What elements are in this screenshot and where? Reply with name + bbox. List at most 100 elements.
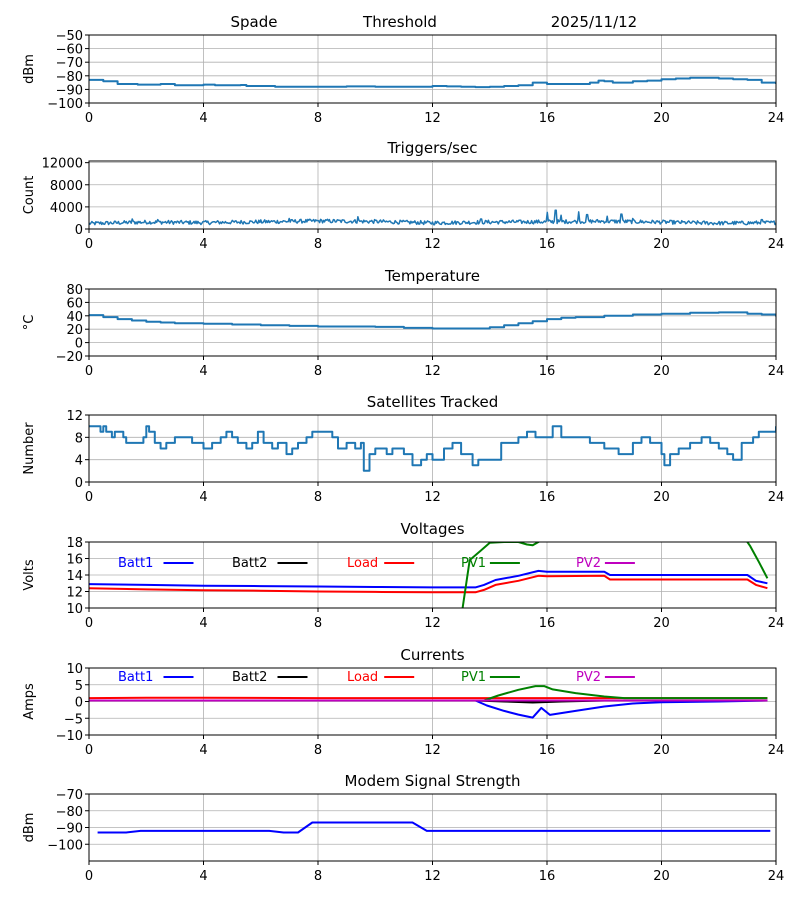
header-station: Spade — [231, 13, 278, 31]
x-tick-label: 20 — [653, 743, 670, 758]
x-tick-label: 4 — [199, 111, 207, 126]
y-tick-label: −50 — [56, 29, 83, 44]
y-tick-label: 12000 — [42, 157, 83, 172]
legend-entry-pv2: PV2 — [576, 556, 635, 571]
series-group — [89, 425, 776, 472]
series-group — [89, 685, 768, 719]
x-tick-label: 24 — [768, 616, 785, 631]
y-tick-label: −80 — [56, 70, 83, 85]
series-group — [89, 76, 776, 89]
series-line-temperature — [89, 311, 776, 330]
x-tick-label: 24 — [768, 743, 785, 758]
x-tick-label: 24 — [768, 237, 785, 252]
x-tick-label: 0 — [85, 237, 93, 252]
x-tick-label: 0 — [85, 490, 93, 505]
y-tick-label: −70 — [56, 788, 83, 803]
y-axis-label: dBm — [22, 813, 37, 843]
legend: Batt1 Batt2 Load PV1 PV2 — [118, 556, 635, 571]
y-tick-label: 8 — [75, 431, 83, 446]
legend-entry-batt1: Batt1 — [118, 556, 194, 571]
x-tick-label: 8 — [314, 490, 322, 505]
x-tick-label: 12 — [424, 490, 441, 505]
x-tick-label: 12 — [424, 111, 441, 126]
y-axis-label: dBm — [22, 54, 37, 84]
x-tick-label: 0 — [85, 111, 93, 126]
y-tick-label: 10 — [66, 602, 83, 617]
x-tick-label: 24 — [768, 364, 785, 379]
x-tick-label: 12 — [424, 616, 441, 631]
y-tick-label: 0 — [75, 476, 83, 491]
y-tick-label: −20 — [56, 350, 83, 365]
y-tick-label: 80 — [66, 283, 83, 298]
legend-entry-load: Load — [347, 556, 415, 571]
series-line-pv1 — [461, 542, 769, 608]
series-group — [97, 821, 771, 834]
y-tick-label: 16 — [66, 553, 83, 568]
x-tick-label: 12 — [424, 364, 441, 379]
x-tick-label: 20 — [653, 616, 670, 631]
y-tick-label: 8000 — [50, 179, 83, 194]
y-tick-label: 0 — [75, 337, 83, 352]
x-tick-label: 8 — [314, 237, 322, 252]
y-tick-label: 5 — [75, 679, 83, 694]
x-tick-label: 4 — [199, 743, 207, 758]
y-tick-label: 14 — [66, 569, 83, 584]
legend-label: PV2 — [576, 556, 601, 571]
y-tick-label: −70 — [56, 56, 83, 71]
y-tick-label: −5 — [64, 712, 83, 727]
legend-entry-batt2: Batt2 — [232, 556, 308, 571]
y-tick-label: −100 — [47, 838, 83, 853]
panel-signal: 0 4 8 12 16 20 24 −100−90−80−70−60−50 dBm — [22, 29, 784, 126]
legend-entry-load: Load — [347, 670, 415, 685]
x-tick-label: 16 — [539, 869, 556, 884]
y-tick-label: −60 — [56, 43, 83, 58]
panel-title: Voltages — [400, 520, 464, 538]
panel-title: Satellites Tracked — [367, 393, 498, 411]
panel-title: Temperature — [384, 267, 480, 285]
legend-label: PV1 — [461, 670, 486, 685]
x-tick-label: 24 — [768, 111, 785, 126]
y-tick-label: 40 — [66, 310, 83, 325]
series-line-load — [89, 574, 768, 594]
panel-triggers: 0 4 8 12 16 20 24 0 4000 8000 12000 Count Triggers/s… — [22, 139, 784, 252]
series-line-batt1 — [89, 699, 768, 719]
x-tick-label: 4 — [199, 237, 207, 252]
legend-label: PV1 — [461, 556, 486, 571]
x-tick-label: 0 — [85, 743, 93, 758]
y-tick-label: 12 — [66, 586, 83, 601]
x-tick-label: 16 — [539, 616, 556, 631]
y-axis-label: Count — [22, 176, 37, 215]
x-tick-label: 4 — [199, 364, 207, 379]
y-tick-label: −100 — [47, 97, 83, 112]
legend-label: Batt2 — [232, 670, 267, 685]
x-tick-label: 4 — [199, 616, 207, 631]
y-tick-label: 4000 — [50, 201, 83, 216]
series-line-modem — [97, 821, 771, 834]
header-date: 2025/11/12 — [551, 13, 637, 31]
x-tick-label: 0 — [85, 364, 93, 379]
x-tick-label: 8 — [314, 869, 322, 884]
y-tick-label: 10 — [66, 662, 83, 677]
x-tick-label: 8 — [314, 364, 322, 379]
y-tick-label: −90 — [56, 822, 83, 837]
series-line-triggers — [89, 209, 776, 226]
x-tick-label: 24 — [768, 490, 785, 505]
legend-label: Load — [347, 556, 378, 571]
x-tick-label: 12 — [424, 237, 441, 252]
panel-satellites: 0 4 8 12 16 20 24 0 4 8 12 Number Satellites Tracked — [22, 393, 784, 505]
legend-label: Load — [347, 670, 378, 685]
x-tick-label: 12 — [424, 869, 441, 884]
x-tick-label: 0 — [85, 869, 93, 884]
legend-entry-batt1: Batt1 — [118, 670, 194, 685]
legend-label: Batt2 — [232, 556, 267, 571]
y-tick-label: 12 — [66, 409, 83, 424]
x-tick-label: 4 — [199, 869, 207, 884]
legend: Batt1 Batt2 Load PV1 PV2 — [118, 670, 635, 685]
y-tick-label: 60 — [66, 296, 83, 311]
series-group — [89, 542, 769, 608]
series-group — [89, 311, 776, 330]
